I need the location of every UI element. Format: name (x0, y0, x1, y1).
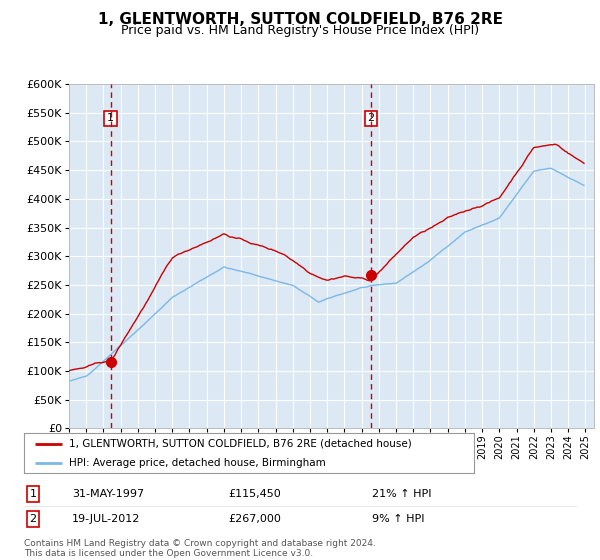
Text: 1, GLENTWORTH, SUTTON COLDFIELD, B76 2RE (detached house): 1, GLENTWORTH, SUTTON COLDFIELD, B76 2RE… (69, 439, 412, 449)
Text: HPI: Average price, detached house, Birmingham: HPI: Average price, detached house, Birm… (69, 458, 326, 468)
Text: 19-JUL-2012: 19-JUL-2012 (72, 514, 140, 524)
Text: 1: 1 (29, 489, 37, 499)
Text: Contains HM Land Registry data © Crown copyright and database right 2024.
This d: Contains HM Land Registry data © Crown c… (24, 539, 376, 558)
Text: 2: 2 (368, 114, 374, 123)
Text: 9% ↑ HPI: 9% ↑ HPI (372, 514, 425, 524)
Text: 2: 2 (29, 514, 37, 524)
Text: Price paid vs. HM Land Registry's House Price Index (HPI): Price paid vs. HM Land Registry's House … (121, 24, 479, 37)
Text: 1: 1 (107, 114, 114, 123)
Text: £115,450: £115,450 (228, 489, 281, 499)
Text: 31-MAY-1997: 31-MAY-1997 (72, 489, 144, 499)
Text: 1, GLENTWORTH, SUTTON COLDFIELD, B76 2RE: 1, GLENTWORTH, SUTTON COLDFIELD, B76 2RE (97, 12, 503, 27)
Text: 21% ↑ HPI: 21% ↑ HPI (372, 489, 431, 499)
Text: £267,000: £267,000 (228, 514, 281, 524)
